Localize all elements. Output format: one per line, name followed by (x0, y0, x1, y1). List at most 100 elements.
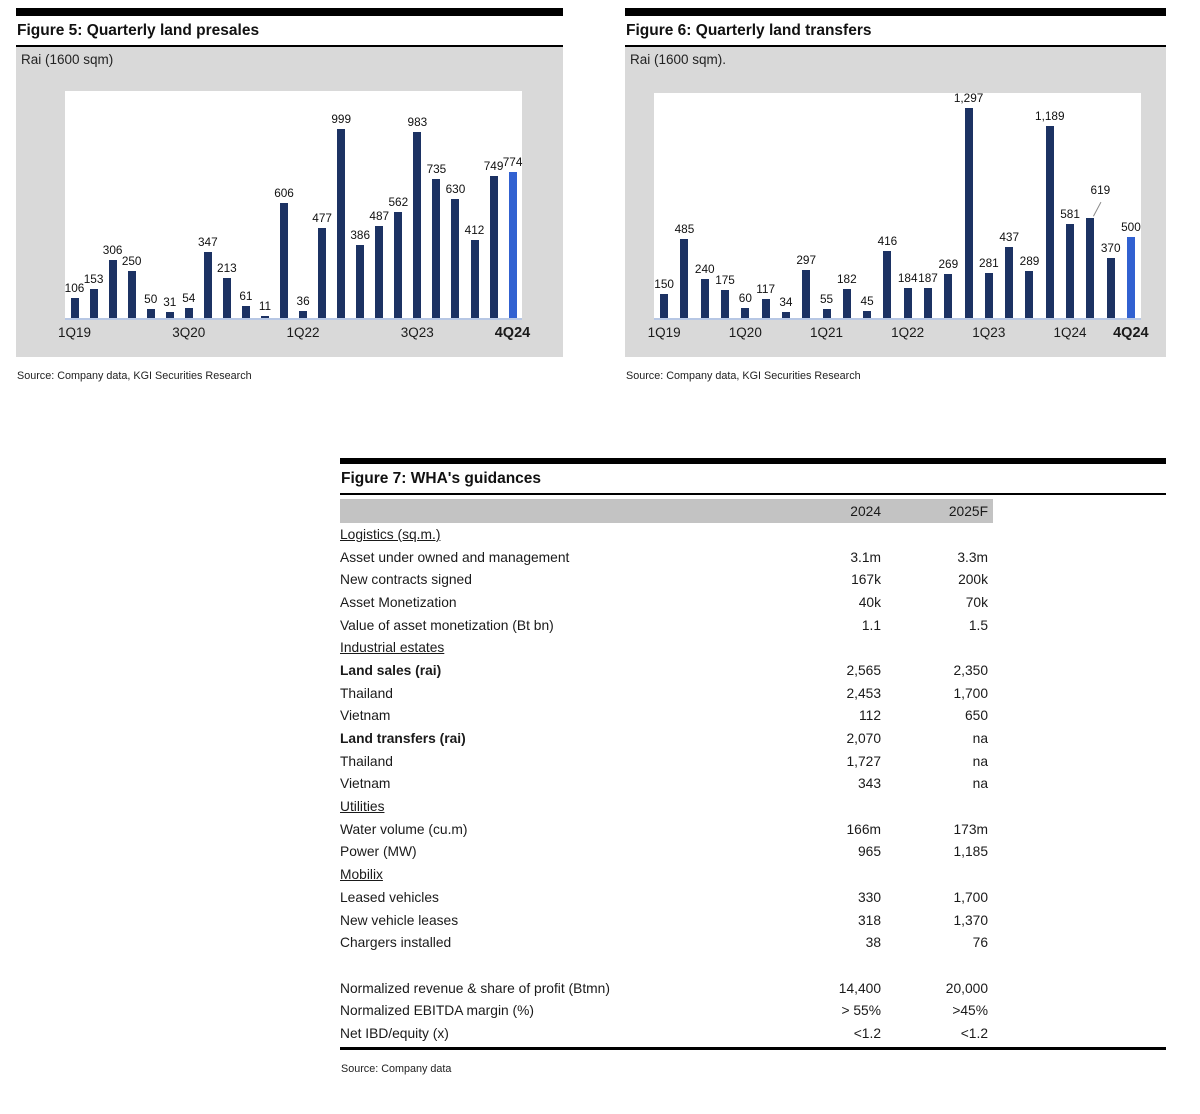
bar-rect-4Q19 (721, 290, 730, 318)
bar-3Q22: 999 (331, 91, 352, 318)
figure6-title: Figure 6: Quarterly land transfers (626, 22, 872, 39)
row-label: Normalized revenue & share of profit (Bt… (340, 980, 610, 996)
row-value-2025f: na (972, 731, 988, 747)
bar-value-label-4Q23: 1,189 (1035, 109, 1065, 123)
figure7-top-bar (340, 458, 1166, 464)
table-bottom-rule (340, 1046, 1166, 1050)
row-label: Chargers installed (340, 935, 452, 951)
row-label: Vietnam (340, 776, 391, 792)
row-value-2025f: 1,370 (953, 912, 988, 928)
bar-rect-3Q20 (781, 312, 790, 318)
bar-value-label-1Q21: 213 (217, 261, 237, 275)
row-value-2025f: 76 (972, 935, 988, 951)
row-value-2025f: 1.5 (968, 617, 988, 633)
bar-4Q21: 416 (877, 93, 897, 318)
row-label: Mobilix (340, 867, 383, 883)
bar-value-label-3Q24: 370 (1100, 241, 1121, 255)
figure5-x-axis: 1Q19 3Q20 1Q22 3Q23 4Q24 (58, 325, 530, 349)
row-label: New contracts signed (340, 572, 472, 588)
row-value-2024: 38 (865, 935, 881, 951)
bar-value-label-2Q20: 31 (163, 295, 177, 309)
figure5-top-bar (16, 8, 563, 16)
bar-rect-4Q21 (280, 203, 289, 318)
x-tick-3Q23: 3Q23 (400, 325, 434, 340)
bar-value-label-2Q21: 182 (836, 272, 857, 286)
bar-value-label-4Q23: 735 (426, 162, 447, 176)
bar-1Q19: 106 (65, 91, 84, 318)
bar-value-label-2Q19: 153 (83, 272, 104, 286)
bar-rect-3Q24 (1106, 258, 1115, 318)
figure7-title: Figure 7: WHA's guidances (341, 470, 542, 487)
bar-rect-1Q24 (1066, 224, 1075, 318)
bar-value-label-3Q22: 999 (331, 112, 352, 126)
figure5-title: Figure 5: Quarterly land presales (17, 22, 260, 39)
bar-value-label-3Q23: 983 (407, 115, 428, 129)
figure5-plot: 106 153 306 250 50 31 54 347 213 61 11 606 36 477 999 3… (65, 91, 522, 320)
bar-value-label-2Q23: 562 (388, 195, 409, 209)
bar-4Q24: 500 (1121, 93, 1141, 318)
table-row: Normalized EBITDA margin (%) > 55% >45% (340, 999, 1166, 1022)
bar-rect-1Q19 (70, 298, 79, 318)
bar-rect-2Q19 (680, 239, 689, 318)
bar-value-label-1Q20: 50 (144, 292, 158, 306)
row-value-2024: 112 (859, 708, 881, 724)
row-value-2024: 40k (858, 594, 881, 610)
bar-value-label-2Q22: 187 (918, 271, 938, 285)
table-header-2024: 2024 (850, 503, 881, 519)
table-row: Thailand 1,727 na (340, 750, 1166, 773)
table-row: Asset Monetization 40k 70k (340, 591, 1166, 614)
bar-rect-4Q22 (356, 245, 365, 318)
x-tick-1Q22: 1Q22 (286, 325, 320, 340)
row-value-2025f: <1.2 (960, 1025, 988, 1041)
bar-rect-3Q22 (944, 274, 953, 318)
table-row: Land transfers (rai) 2,070 na (340, 727, 1166, 750)
bar-3Q23: 983 (408, 91, 427, 318)
bar-3Q21: 11 (255, 91, 274, 318)
bar-rect-3Q19 (700, 279, 709, 318)
bar-value-label-2Q19: 485 (674, 222, 695, 236)
row-label: Asset under owned and management (340, 549, 570, 565)
bar-1Q24: 581 (1060, 93, 1080, 318)
bar-rect-2Q20 (165, 312, 174, 318)
table-header-2025f: 2025F (948, 503, 988, 519)
bar-value-label-4Q21: 416 (877, 234, 898, 248)
bar-rect-2Q21 (842, 289, 851, 318)
bar-3Q23: 289 (1019, 93, 1039, 318)
figure6-source: Source: Company data, KGI Securities Res… (626, 370, 861, 382)
bar-rect-2Q19 (89, 289, 98, 318)
bar-rect-2Q23 (1005, 247, 1014, 318)
x-tick-1Q23: 1Q23 (972, 325, 1006, 340)
row-value-2025f: 20,000 (945, 980, 988, 996)
table-row: Value of asset monetization (Bt bn) 1.1 1.… (340, 614, 1166, 637)
bar-2Q24: 412 (465, 91, 484, 318)
bar-value-label-2Q20: 117 (756, 282, 776, 296)
bar-rect-2Q24 (1086, 218, 1095, 318)
bar-3Q20: 54 (179, 91, 198, 318)
bar-rect-3Q20 (184, 308, 193, 318)
bar-1Q22: 184 (898, 93, 918, 318)
bar-rect-2Q22 (318, 228, 327, 318)
bar-value-label-3Q19: 240 (694, 262, 715, 276)
figure7-panel: Figure 7: WHA's guidances 2024 2025F Log… (340, 458, 1166, 1075)
bar-3Q24: 749 (484, 91, 503, 318)
bar-4Q20: 297 (796, 93, 816, 318)
bar-value-label-2Q22: 477 (312, 211, 332, 225)
bar-value-label-4Q19: 250 (121, 254, 142, 268)
row-value-2024: > 55% (841, 1003, 881, 1019)
bar-value-label-3Q23: 289 (1019, 254, 1040, 268)
row-value-2025f: na (972, 753, 988, 769)
bar-value-label-2Q24: 412 (464, 223, 485, 237)
bar-2Q22: 477 (312, 91, 332, 318)
bar-3Q22: 269 (938, 93, 958, 318)
row-value-2024: 2,070 (846, 731, 881, 747)
figure6-plot: 150 485 240 175 60 117 34 297 55 182 45 416 184 187 26… (654, 92, 1141, 320)
bar-value-label-3Q24: 749 (483, 159, 504, 173)
bar-4Q21: 606 (274, 91, 294, 318)
row-label: Leased vehicles (340, 889, 439, 905)
bar-1Q24: 630 (446, 91, 465, 318)
bar-rect-3Q23 (1025, 271, 1034, 318)
figure6-title-rule (625, 45, 1166, 47)
bar-rect-1Q24 (451, 199, 460, 318)
bar-1Q21: 213 (217, 91, 237, 318)
bar-value-label-1Q23: 487 (369, 209, 390, 223)
